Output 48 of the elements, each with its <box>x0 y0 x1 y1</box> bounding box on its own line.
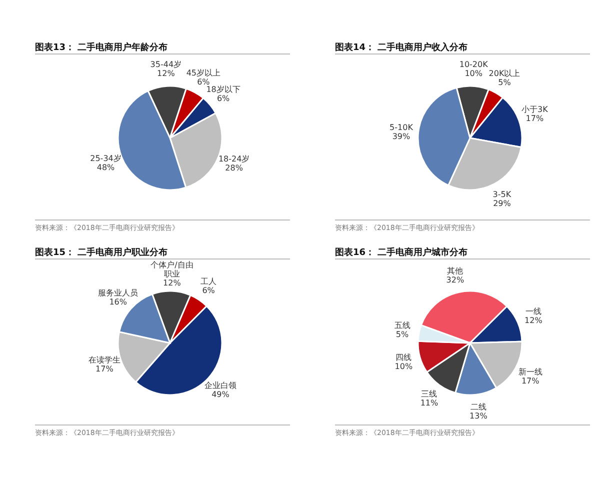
data-label: 11% <box>420 398 439 408</box>
slice-label: 3-5K <box>492 190 512 200</box>
slice-label: 一线 <box>525 306 542 316</box>
data-label: 17% <box>521 376 540 386</box>
slice-label: 企业白领 <box>204 381 236 390</box>
data-label: 28% <box>225 164 244 173</box>
slice-label: 其他 <box>447 266 464 276</box>
slice-label: 四线 <box>396 353 412 362</box>
slice-label: 20K以上 <box>488 69 520 78</box>
data-label: 6% <box>216 94 230 104</box>
slice-label: 工人 <box>200 276 217 286</box>
data-label: 12% <box>163 278 182 288</box>
data-label: 10% <box>394 362 413 372</box>
slice-label: 二线 <box>470 402 486 412</box>
chart-title: 图表16： 二手电商用户城市分布 <box>335 247 468 258</box>
chart-title: 图表13： 二手电商用户年龄分布 <box>35 42 168 53</box>
slice-label: 新一线 <box>518 367 542 376</box>
data-label: 29% <box>493 199 512 208</box>
data-label: 16% <box>109 298 128 307</box>
data-label: 13% <box>470 411 488 420</box>
data-label: 6% <box>197 78 210 87</box>
slice-label: 25-34岁 <box>90 154 122 164</box>
data-label: 17% <box>96 364 114 374</box>
chart-title: 图表15： 二手电商用户职业分布 <box>35 247 168 258</box>
data-label: 10% <box>464 69 483 78</box>
data-label: 39% <box>392 132 411 142</box>
data-label: 12% <box>524 316 543 325</box>
data-label: 12% <box>157 69 176 78</box>
data-label: 48% <box>96 163 116 172</box>
slice-label: 10-20K <box>459 60 489 70</box>
slice-label: 18-24岁 <box>218 154 250 164</box>
slice-label: 45岁以上 <box>186 68 221 78</box>
chart-title: 图表14： 二手电商用户收入分布 <box>335 42 468 53</box>
slice-label: 在读学生 <box>88 356 120 365</box>
slice-label: 5-10K <box>390 123 414 132</box>
slice-label: 35-44岁 <box>150 60 182 70</box>
slice-label: 三线 <box>421 390 438 399</box>
slice-label: 个体户/自由职业 <box>150 260 194 279</box>
data-label: 6% <box>202 286 216 295</box>
slice-label: 小于3K <box>522 104 549 114</box>
data-label: 32% <box>446 276 464 285</box>
slice-label: 五线 <box>394 320 410 330</box>
slice-label: 服务业人员 <box>98 288 138 298</box>
data-label: 5% <box>396 330 410 339</box>
data-label: 5% <box>498 78 512 88</box>
data-label: 49% <box>212 390 230 400</box>
slice-label: 18岁以下 <box>206 85 240 94</box>
data-label: 17% <box>526 114 544 123</box>
